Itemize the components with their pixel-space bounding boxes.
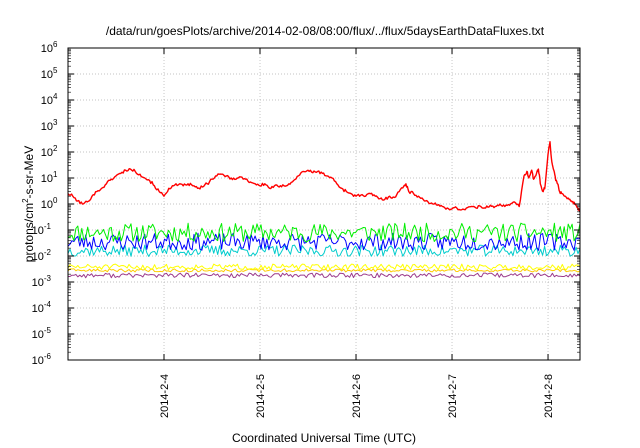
series-line-1 (67, 222, 581, 243)
series-line-6 (68, 272, 581, 279)
y-tick-label: 104 (41, 92, 58, 107)
y-tick-label: 10-2 (32, 248, 52, 263)
x-tick-label: 2014-2-7 (447, 374, 459, 418)
series-line-0 (67, 141, 581, 213)
y-tick-label-exponent: 5 (53, 66, 58, 75)
y-tick-label-exponent: 3 (53, 118, 58, 127)
series-line-4 (67, 263, 581, 271)
y-tick-label: 10-3 (32, 274, 52, 289)
y-tick-label-exponent: -5 (44, 326, 52, 335)
y-tick-label: 102 (41, 144, 58, 159)
y-tick-label-base: 10 (32, 251, 44, 263)
y-tick-label: 105 (41, 66, 58, 81)
chart-title: /data/run/goesPlots/archive/2014-02-08/0… (106, 24, 545, 38)
y-axis-label-rest: -s-sr-MeV (22, 146, 36, 199)
y-tick-label-exponent: 6 (53, 40, 58, 49)
x-tick-label: 2014-2-5 (255, 374, 267, 418)
y-tick-label-base: 10 (32, 355, 44, 367)
y-tick-label-base: 10 (41, 69, 53, 81)
y-tick-label-exponent: 0 (53, 196, 58, 205)
gridlines (68, 48, 580, 360)
y-tick-label: 106 (41, 40, 58, 55)
y-tick-label: 10-5 (32, 326, 52, 341)
series-line-5 (67, 268, 581, 273)
y-tick-label-base: 10 (32, 225, 44, 237)
x-tick-labels: 2014-2-4 2014-2-5 2014-2-6 2014-2-7 2014-2-8 (159, 374, 555, 418)
y-tick-label: 101 (41, 170, 58, 185)
y-tick-label: 10-1 (32, 222, 52, 237)
y-axis-label-base: protons/cm (22, 203, 36, 262)
y-tick-label-base: 10 (41, 95, 53, 107)
x-axis-label: Coordinated Universal Time (UTC) (232, 431, 416, 445)
y-tick-label-base: 10 (41, 173, 53, 185)
y-tick-label-base: 10 (32, 277, 44, 289)
y-tick-label: 100 (41, 196, 58, 211)
y-tick-label: 10-6 (32, 352, 52, 367)
x-tick-label: 2014-2-4 (159, 374, 171, 418)
y-tick-label-exponent: -3 (44, 274, 52, 283)
y-tick-label-base: 10 (32, 329, 44, 341)
series-line-2 (67, 232, 581, 251)
y-tick-label-exponent: -6 (44, 352, 52, 361)
y-tick-label-exponent: 4 (53, 92, 58, 101)
y-tick-label-base: 10 (41, 147, 53, 159)
y-tick-labels: 10-610-510-410-310-210-11001011021031041… (32, 40, 58, 367)
series-layer (67, 141, 581, 279)
x-tick-label: 2014-2-8 (543, 374, 555, 418)
y-tick-label-exponent: -1 (44, 222, 52, 231)
y-tick-label-base: 10 (41, 121, 53, 133)
y-tick-label-exponent: -4 (44, 300, 52, 309)
y-tick-label: 103 (41, 118, 58, 133)
y-tick-label-exponent: 2 (53, 144, 58, 153)
axis-ticks (68, 47, 580, 361)
y-axis-label: protons/cm2-s-sr-MeV (21, 146, 36, 262)
x-tick-label: 2014-2-6 (351, 374, 363, 418)
y-tick-label-base: 10 (41, 199, 53, 211)
y-tick-label-exponent: -2 (44, 248, 52, 257)
y-tick-label-base: 10 (41, 43, 53, 55)
y-tick-label-exponent: 1 (53, 170, 58, 179)
y-tick-label-base: 10 (32, 303, 44, 315)
y-tick-label: 10-4 (32, 300, 52, 315)
y-axis-label-exponent: 2 (21, 198, 30, 203)
